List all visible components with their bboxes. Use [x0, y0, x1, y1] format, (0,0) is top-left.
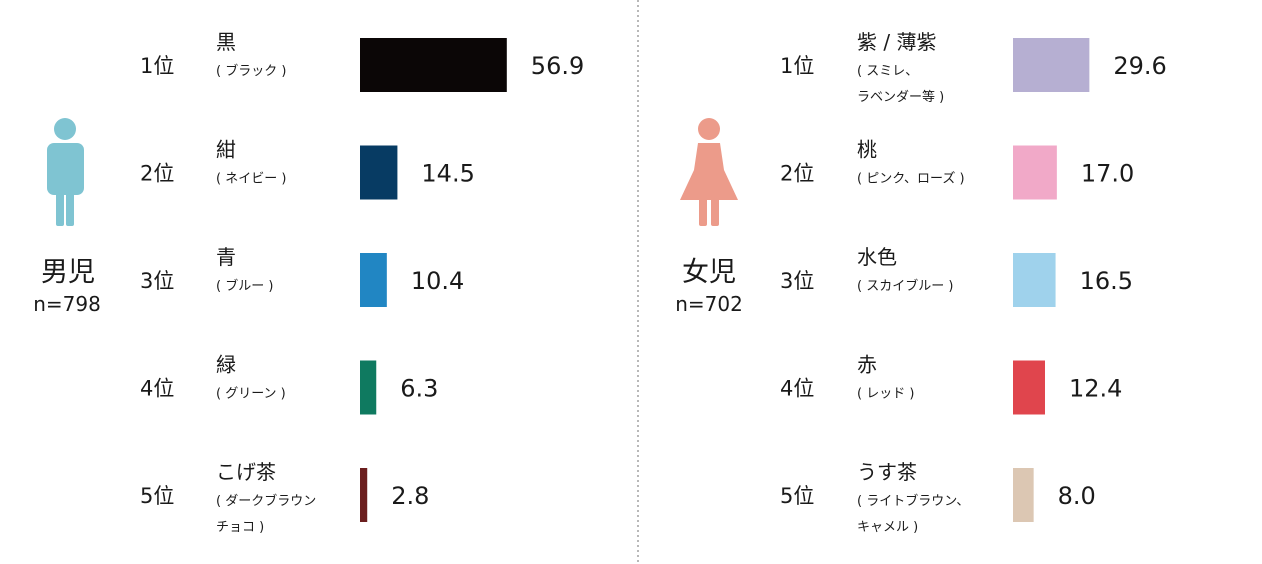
value-label: 6.3 [400, 375, 438, 403]
girl-panel: 女児 n=702 [675, 118, 743, 316]
rank-label: 4位 [780, 377, 814, 401]
bar [1013, 468, 1034, 522]
color-detail-label: ( ダークブラウン [216, 493, 316, 509]
bar [360, 38, 507, 92]
color-detail-label: ( スカイブルー ) [857, 278, 953, 294]
value-label: 2.8 [391, 482, 429, 510]
ranking-row: 2位 桃 ( ピンク、ローズ ) 17.0 [780, 138, 1134, 200]
boy-icon [47, 118, 84, 226]
rank-label: 5位 [140, 484, 174, 508]
ranking-row: 2位 紺 ( ネイビー ) 14.5 [140, 138, 475, 200]
color-detail-label: ( レッド ) [857, 387, 914, 402]
rank-label: 3位 [140, 269, 174, 293]
color-detail-label: キャメル ) [857, 520, 918, 535]
value-label: 16.5 [1080, 267, 1133, 295]
color-name-label: こげ茶 [216, 460, 276, 484]
value-label: 17.0 [1081, 160, 1134, 188]
color-detail-label: ( ライトブラウン、 [857, 493, 969, 509]
ranking-row: 3位 水色 ( スカイブルー ) 16.5 [780, 245, 1133, 307]
color-name-label: 桃 [857, 138, 877, 162]
girl-icon [680, 118, 738, 226]
value-label: 12.4 [1069, 375, 1122, 403]
girl-ranking-rows: 1位 紫 / 薄紫 ( スミレ、ラベンダー等 ) 29.6 2位 桃 ( ピンク、ローズ )… [780, 30, 1167, 535]
color-detail-label: ( グリーン ) [216, 387, 286, 402]
boy-group-label: 男児 [41, 257, 95, 288]
color-detail-label: ( スミレ、 [857, 64, 918, 79]
ranking-row: 3位 青 ( ブルー ) 10.4 [140, 245, 464, 307]
girl-group-label: 女児 [682, 257, 736, 288]
ranking-row: 5位 うす茶 ( ライトブラウン、キャメル ) 8.0 [780, 460, 1096, 535]
bar [360, 253, 387, 307]
color-name-label: 黒 [216, 30, 236, 54]
color-name-label: 緑 [216, 353, 236, 377]
color-name-label: 青 [216, 245, 236, 269]
bar [360, 468, 368, 522]
rank-label: 5位 [780, 484, 814, 508]
rank-label: 2位 [780, 162, 814, 186]
ranking-row: 1位 紫 / 薄紫 ( スミレ、ラベンダー等 ) 29.6 [780, 30, 1167, 105]
color-name-label: 紺 [216, 138, 236, 162]
color-name-label: 紫 / 薄紫 [857, 30, 936, 54]
ranking-row: 1位 黒 ( ブラック ) 56.9 [140, 30, 584, 92]
boy-sample-size: n=798 [33, 292, 101, 316]
color-name-label: 水色 [857, 245, 897, 269]
value-label: 10.4 [411, 267, 464, 295]
bar [1013, 253, 1056, 307]
bar [1013, 145, 1057, 200]
boy-ranking-rows: 1位 黒 ( ブラック ) 56.9 2位 紺 ( ネイビー ) 14.5 3位 青 ( ブルー )… [140, 30, 584, 535]
color-detail-label: ラベンダー等 ) [857, 89, 944, 105]
color-detail-label: ( ピンク、ローズ ) [857, 171, 965, 187]
color-name-label: 赤 [857, 353, 877, 377]
bar [360, 360, 377, 415]
rank-label: 4位 [140, 377, 174, 401]
value-label: 8.0 [1058, 482, 1096, 510]
color-detail-label: ( ネイビー ) [216, 172, 286, 187]
rank-label: 1位 [140, 54, 174, 78]
ranking-row: 4位 赤 ( レッド ) 12.4 [780, 353, 1122, 415]
rank-label: 2位 [140, 162, 174, 186]
value-label: 14.5 [421, 160, 474, 188]
bar [360, 145, 398, 200]
color-detail-label: ( ブルー ) [216, 278, 273, 294]
boy-panel: 男児 n=798 [33, 118, 101, 316]
color-name-label: うす茶 [857, 460, 917, 484]
color-detail-label: ( ブラック ) [216, 63, 286, 79]
girl-sample-size: n=702 [675, 292, 743, 316]
value-label: 56.9 [531, 52, 584, 80]
rank-label: 1位 [780, 54, 814, 78]
bar [1013, 360, 1045, 415]
bar [1013, 38, 1090, 92]
rank-label: 3位 [780, 269, 814, 293]
value-label: 29.6 [1113, 52, 1166, 80]
ranking-row: 4位 緑 ( グリーン ) 6.3 [140, 353, 438, 415]
color-detail-label: チョコ ) [216, 520, 264, 535]
